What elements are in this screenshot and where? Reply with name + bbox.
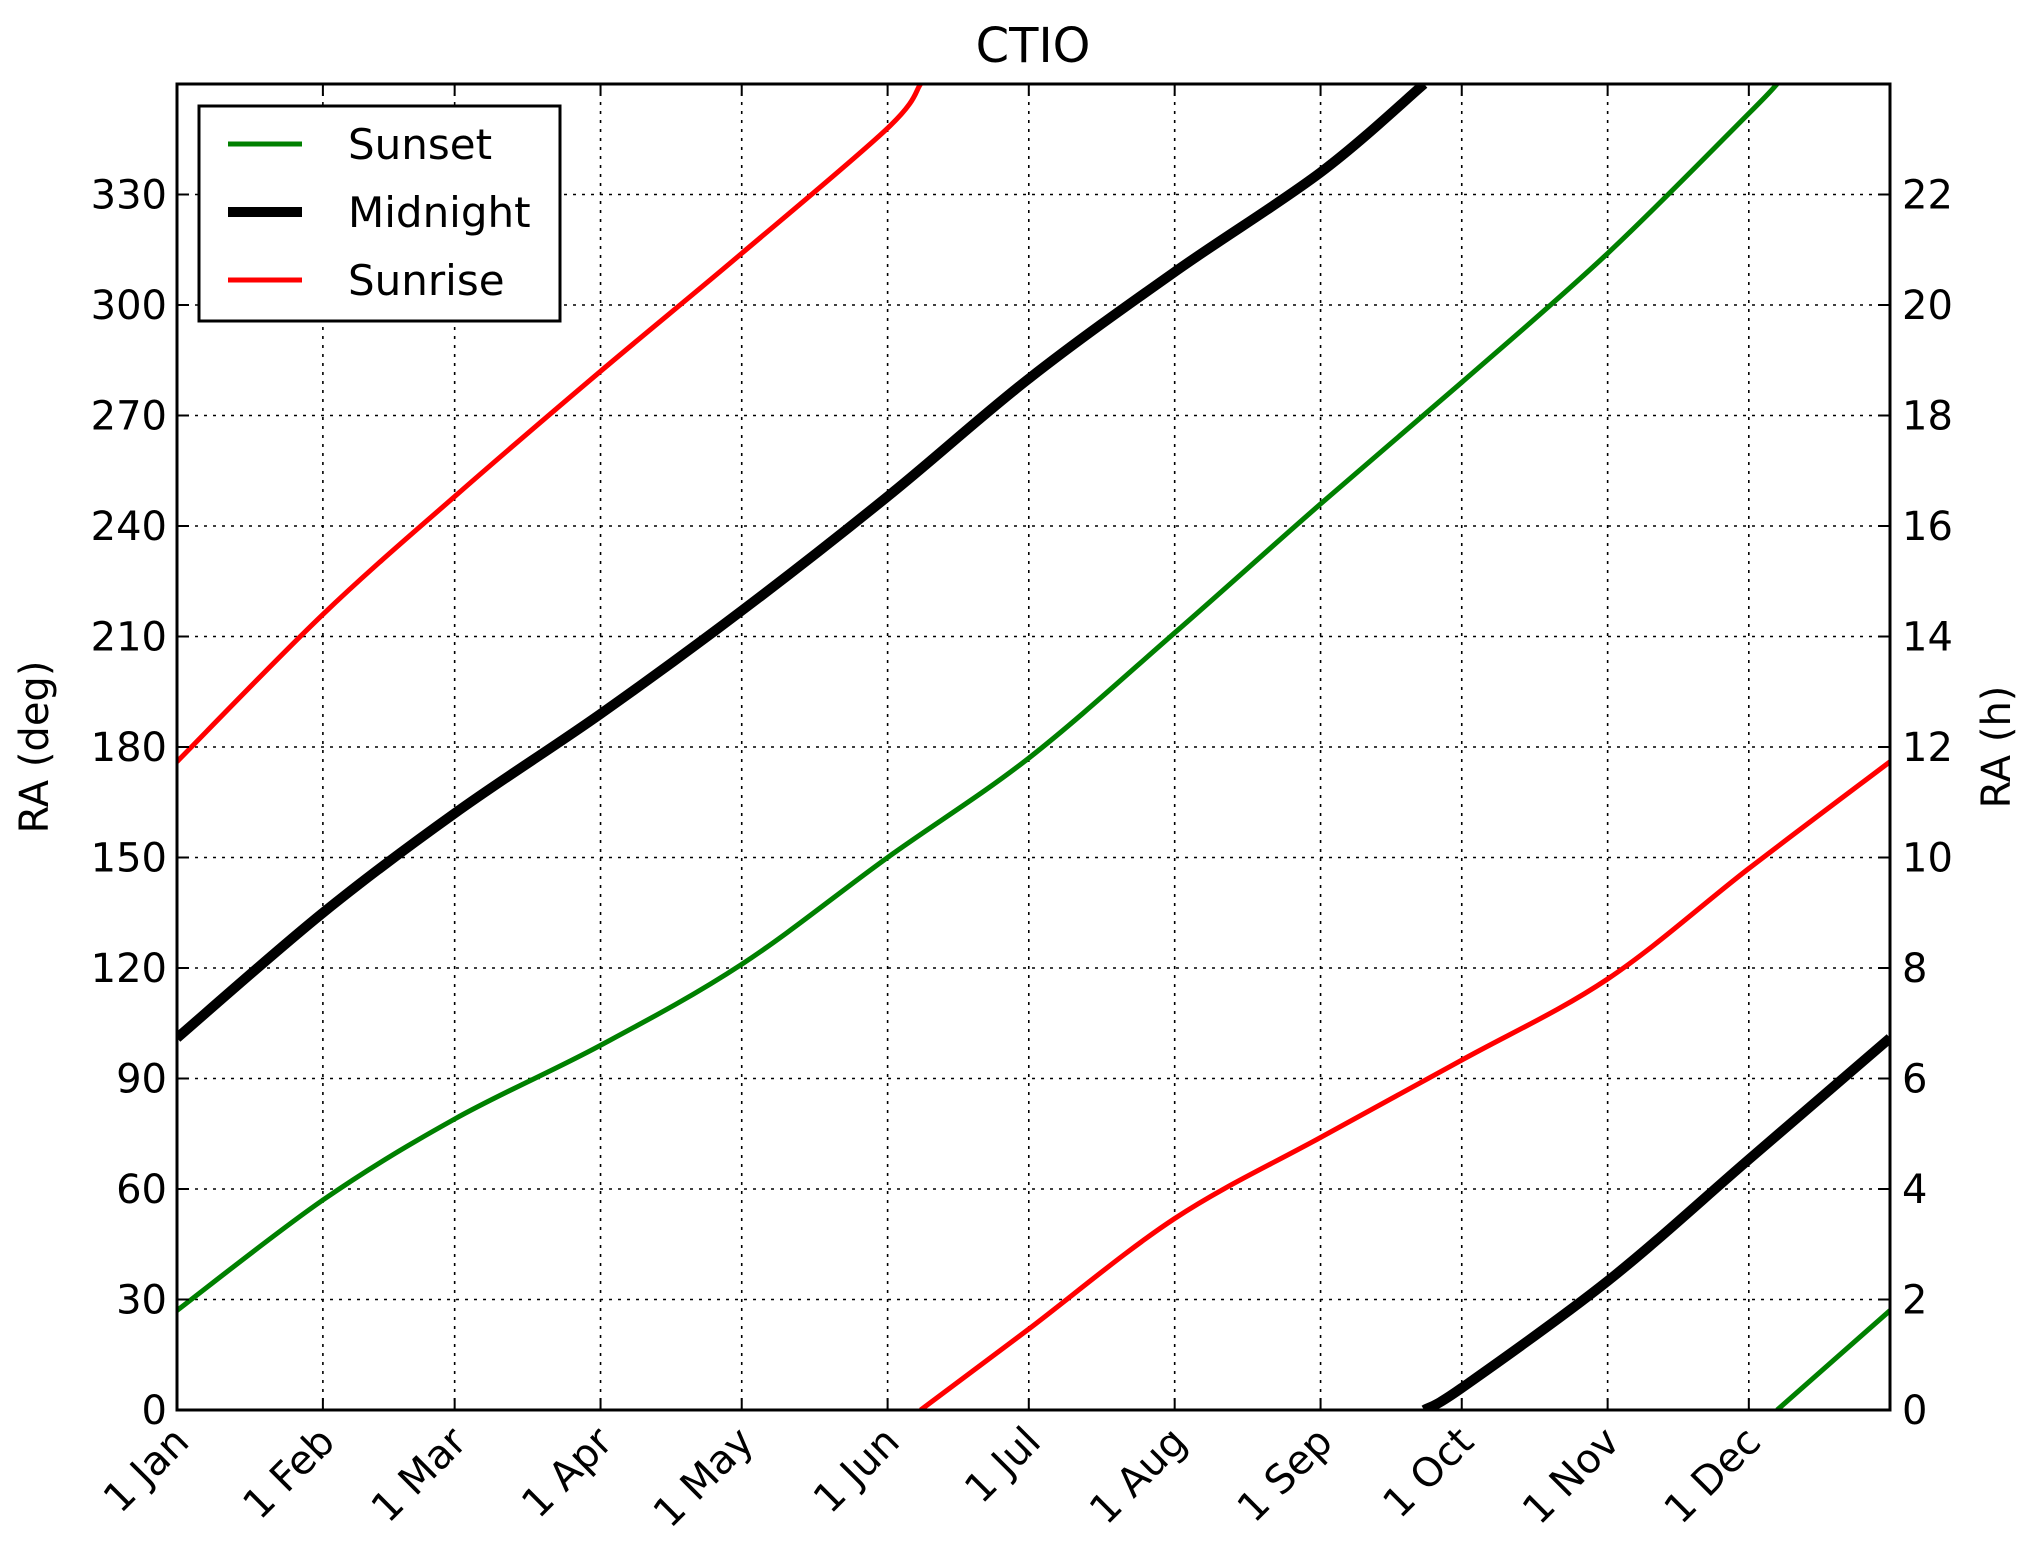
series-line-sunset [1775,1308,1890,1410]
y-tick-label-left: 150 [91,836,167,882]
series-line-midnight [177,84,1428,1042]
y-tick-label-right: 18 [1902,394,1953,440]
x-tick-label: 1 Apr [513,1418,622,1527]
y-tick-label-left: 270 [91,394,167,440]
series-line-midnight [1421,1034,1890,1410]
y-tick-label-left: 0 [142,1388,167,1434]
y-tick-label-right: 8 [1902,946,1927,992]
y-tick-label-left: 300 [91,283,167,329]
x-tick-label: 1 Jun [805,1419,909,1523]
x-tick-label: 1 Aug [1081,1419,1196,1534]
y-tick-label-left: 30 [116,1278,167,1324]
y-tick-label-right: 20 [1902,283,1953,329]
chart-title: CTIO [976,18,1091,74]
x-tick-label: 1 Sep [1229,1419,1342,1532]
y-axis-label-right: RA (h) [1974,686,2020,809]
y-tick-label-right: 16 [1902,504,1953,550]
legend: Sunset Midnight Sunrise [197,104,562,323]
y-tick-label-left: 330 [91,173,167,219]
legend-label-midnight: Midnight [348,188,531,237]
y-axis-label-left: RA (deg) [12,661,58,834]
y-tick-label-right: 0 [1902,1388,1927,1434]
x-tick-label: 1 Feb [234,1419,344,1529]
x-tick-label: 1 Mar [363,1418,476,1531]
legend-label-sunset: Sunset [348,120,492,169]
y-tick-label-right: 22 [1902,173,1953,219]
y-tick-label-right: 12 [1902,725,1953,771]
y-tick-label-left: 240 [91,504,167,550]
x-tick-label: 1 Jul [956,1419,1050,1513]
y-tick-label-right: 14 [1902,615,1953,661]
series-line-sunrise [177,84,923,764]
y-tick-label-left: 60 [116,1167,167,1213]
y-tick-label-right: 2 [1902,1278,1927,1324]
y-tick-label-right: 4 [1902,1167,1927,1213]
x-tick-label: 1 Oct [1374,1419,1482,1527]
y-tick-label-right: 6 [1902,1057,1927,1103]
y-tick-label-right: 10 [1902,836,1953,882]
x-tick-label: 1 Jan [95,1419,198,1522]
y-tick-label-left: 210 [91,615,167,661]
y-tick-label-left: 120 [91,946,167,992]
grid-layer [176,84,1890,1410]
y-tick-label-left: 180 [91,725,167,771]
series-layer [177,84,1890,1410]
x-tick-label: 1 May [645,1419,763,1537]
x-tick-label: 1 Dec [1656,1419,1770,1533]
plot-area [175,82,1892,1412]
x-tick-label: 1 Nov [1514,1419,1629,1534]
y-tick-label-left: 90 [116,1057,167,1103]
series-line-sunrise [919,759,1890,1410]
legend-label-sunrise: Sunrise [348,256,505,305]
